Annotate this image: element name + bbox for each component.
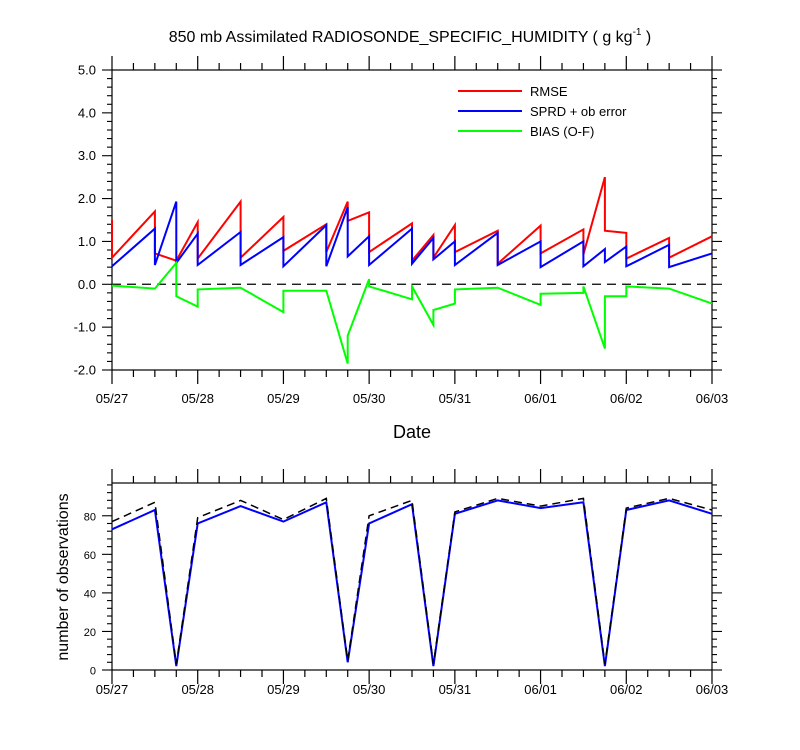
chart-title-main: 850 mb Assimilated RADIOSONDE_SPECIFIC_H… (169, 29, 633, 46)
bottom-y-tick-labels: 0 20 40 60 80 (84, 511, 96, 677)
x-tick-label: 05/29 (267, 391, 300, 406)
y-tick-label: 2.0 (78, 191, 96, 206)
series-line-sprd-ob-error (111, 201, 713, 269)
y-tick-label: -2.0 (74, 363, 96, 378)
x-tick-label: 06/01 (524, 682, 557, 697)
chart-title-suffix: ) (641, 29, 651, 46)
legend: RMSE SPRD + ob error BIAS (O-F) (458, 84, 627, 139)
legend-label: SPRD + ob error (530, 104, 627, 119)
series-line-solid (111, 499, 713, 667)
x-tick-label: 06/03 (696, 682, 729, 697)
top-panel: -2.0-1.00.01.02.03.04.05.0 05/27 05/28 05/… (74, 56, 729, 442)
bottom-axis-ticks (102, 469, 722, 684)
x-tick-label: 05/28 (181, 391, 214, 406)
top-series-group (111, 176, 713, 364)
x-tick-label: 05/31 (439, 391, 472, 406)
y-tick-label: 0 (90, 666, 96, 678)
y-tick-label: 4.0 (78, 105, 96, 120)
x-tick-label: 05/29 (267, 682, 300, 697)
x-tick-label: 06/02 (610, 682, 643, 697)
legend-label: RMSE (530, 84, 568, 99)
x-tick-label: 06/01 (524, 391, 557, 406)
bottom-panel: 0 20 40 60 80 05/27 05/28 05/29 05/30 05/31 06/01… (55, 469, 728, 697)
x-tick-label: 06/02 (610, 391, 643, 406)
chart-title: 850 mb Assimilated RADIOSONDE_SPECIFIC_H… (169, 27, 652, 46)
bottom-x-tick-labels: 05/27 05/28 05/29 05/30 05/31 06/01 06/02 06/03 (96, 682, 729, 697)
top-x-tick-labels: 05/27 05/28 05/29 05/30 05/31 06/01 06/02 06/03 (96, 391, 729, 406)
x-tick-label: 05/30 (353, 391, 386, 406)
x-tick-label: 05/30 (353, 682, 386, 697)
x-tick-label: 05/27 (96, 682, 129, 697)
bottom-y-axis-label: number of observations (55, 493, 72, 660)
y-tick-label: 0.0 (78, 277, 96, 292)
series-line-bias-o-f (111, 260, 713, 364)
y-tick-label: 20 (84, 627, 96, 639)
y-tick-label: 80 (84, 511, 96, 523)
chart-title-superscript: -1 (633, 27, 642, 38)
x-tick-label: 05/31 (439, 682, 472, 697)
top-y-tick-labels: -2.0 -1.0 0.0 1.0 2.0 3.0 4.0 5.0 (74, 63, 96, 378)
x-tick-label: 05/27 (96, 391, 129, 406)
y-tick-label: 3.0 (78, 148, 96, 163)
series-line-dashed (111, 497, 713, 665)
x-tick-label: 06/03 (696, 391, 729, 406)
y-tick-label: 40 (84, 588, 96, 600)
top-axis-ticks (102, 56, 722, 384)
y-tick-label: 1.0 (78, 234, 96, 249)
y-tick-label: -1.0 (74, 320, 96, 335)
top-x-axis-label: Date (393, 422, 431, 442)
bottom-series-group (111, 497, 713, 667)
y-tick-label: 5.0 (78, 63, 96, 78)
x-tick-label: 05/28 (181, 682, 214, 697)
y-tick-label: 60 (84, 550, 96, 562)
legend-label: BIAS (O-F) (530, 124, 594, 139)
